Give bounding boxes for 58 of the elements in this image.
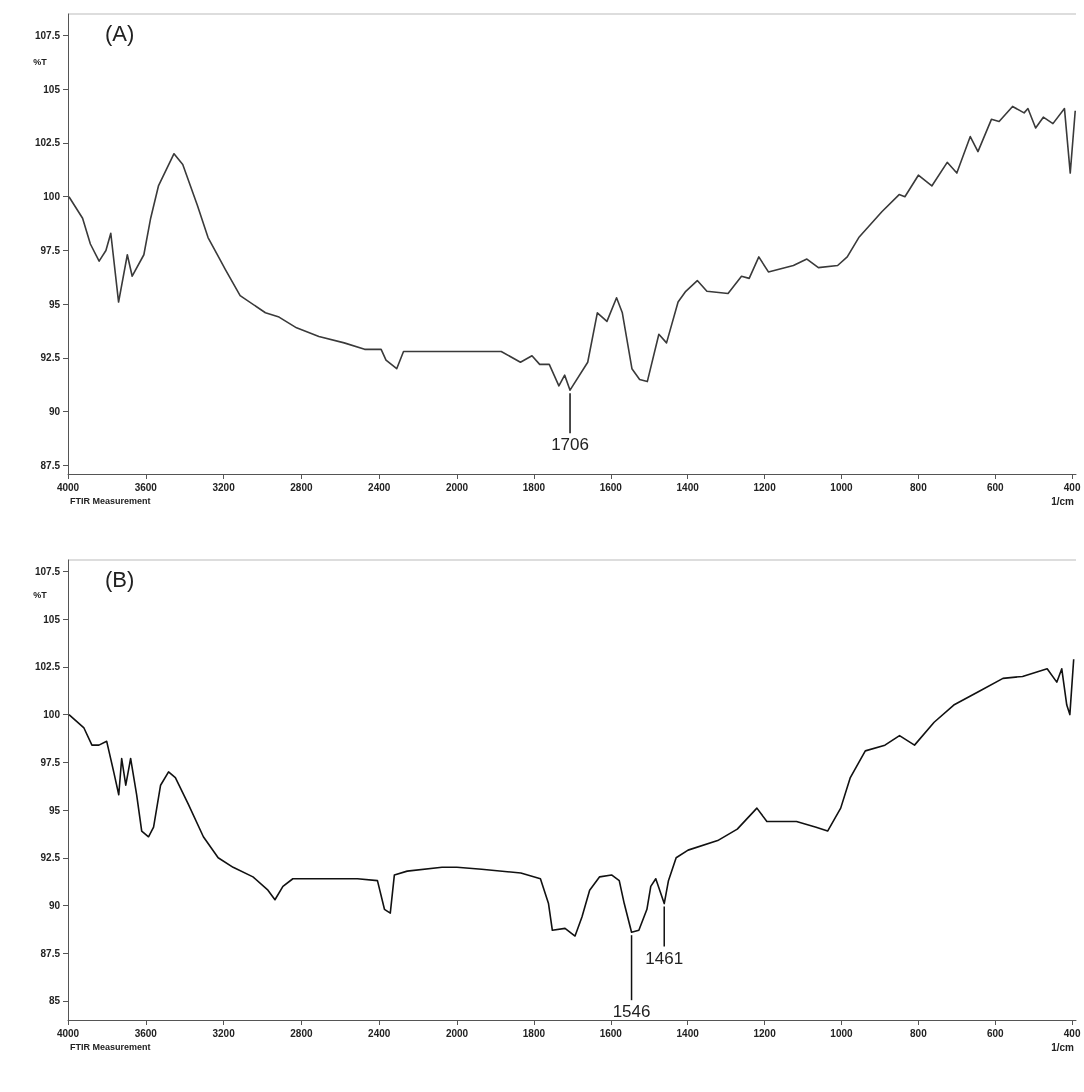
annotation: 1461 [645, 948, 684, 968]
x-tick-label: 4000 [56, 481, 80, 493]
chart-title: (A) [105, 20, 135, 46]
y-tick-label: 107.5 [34, 565, 61, 577]
y-tick-label: 92.5 [40, 852, 61, 864]
x-tick-label: 2800 [290, 1027, 313, 1039]
y-tick-label: 90 [48, 406, 61, 418]
y-axis-title: %T [33, 589, 48, 600]
x-tick-label: 2400 [368, 481, 391, 493]
text: FTIR Measurement [70, 1041, 151, 1052]
x-tick-label: 2800 [290, 481, 313, 493]
annotation: 1546 [612, 1002, 651, 1022]
x-tick-label: 1000 [830, 481, 854, 493]
x-tick-label: 3600 [134, 1027, 158, 1039]
x-tick-label: 1400 [676, 481, 700, 493]
y-tick-label: 87.5 [40, 459, 61, 471]
x-tick-label: 3600 [134, 481, 158, 493]
x-tick-label: 1200 [753, 481, 777, 493]
y-tick-label: 105 [43, 83, 61, 95]
x-tick-label: 400 [1063, 481, 1081, 493]
x-axis-title: 1/cm [1051, 1041, 1075, 1053]
x-tick-label: 2400 [368, 1027, 391, 1039]
x-tick-label: 1800 [522, 481, 546, 493]
x-tick-label: 600 [986, 481, 1005, 493]
x-tick-label: 1600 [599, 481, 623, 493]
x-tick-label: 600 [986, 1027, 1005, 1039]
y-tick-label: 97.5 [40, 756, 61, 768]
x-tick-label: 800 [910, 1027, 928, 1039]
y-tick-label: 97.5 [40, 244, 61, 256]
x-tick-label: 1200 [753, 1027, 777, 1039]
y-tick-label: 90 [48, 899, 61, 911]
x-tick-label: 4000 [56, 1027, 80, 1039]
y-axis-title: %T [33, 56, 48, 67]
y-tick-label: 105 [43, 613, 61, 625]
x-tick-label: 400 [1063, 1027, 1081, 1039]
text: FTIR Measurement [70, 495, 151, 506]
x-tick-label: 3200 [212, 481, 236, 493]
x-tick-label: 800 [910, 481, 928, 493]
x-axis-title: 1/cm [1051, 495, 1075, 507]
chart-title: (B) [105, 566, 135, 592]
x-tick-label: 3200 [212, 1027, 236, 1039]
y-tick-label: 95 [48, 298, 61, 310]
y-tick-label: 95 [48, 804, 61, 816]
y-tick-label: 102.5 [34, 137, 61, 149]
y-tick-label: 92.5 [40, 352, 61, 364]
x-tick-label: 1400 [676, 1027, 700, 1039]
x-tick-label: 1600 [599, 1027, 623, 1039]
annotation: 1706 [551, 435, 589, 455]
x-tick-label: 1800 [522, 1027, 546, 1039]
y-tick-label: 107.5 [34, 30, 61, 41]
y-tick-label: 100 [43, 191, 61, 203]
y-tick-label: 100 [43, 709, 61, 721]
x-tick-label: 1000 [830, 1027, 854, 1039]
x-tick-label: 2000 [445, 481, 469, 493]
y-tick-label: 87.5 [40, 947, 61, 959]
x-tick-label: 2000 [445, 1027, 469, 1039]
y-tick-label: 85 [48, 995, 61, 1007]
y-tick-label: 102.5 [34, 661, 61, 673]
